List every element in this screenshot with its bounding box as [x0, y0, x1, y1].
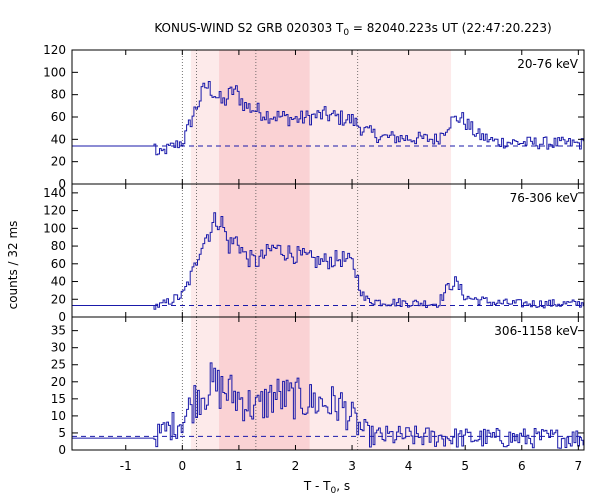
y-tick-label: 30 [51, 341, 66, 355]
series-line [72, 362, 584, 449]
series-line [72, 212, 584, 310]
y-tick-label: 20 [51, 292, 66, 306]
y-tick-label: 35 [51, 324, 66, 338]
y-tick-label: 25 [51, 358, 66, 372]
y-tick-label: 100 [43, 65, 66, 79]
shaded-region-dark [219, 184, 310, 317]
y-tick-label: 0 [58, 310, 66, 324]
y-tick-label: 40 [51, 132, 66, 146]
shaded-region-dark [219, 317, 310, 450]
y-tick-label: 80 [51, 239, 66, 253]
y-tick-label: 10 [51, 409, 66, 423]
y-tick-label: 60 [51, 110, 66, 124]
x-tick-label: 2 [292, 459, 300, 473]
x-tick-label: 4 [405, 459, 413, 473]
x-tick-label: 6 [518, 459, 526, 473]
y-tick-label: 100 [43, 221, 66, 235]
chart-title: KONUS-WIND S2 GRB 020303 T0 = 82040.223s… [154, 21, 551, 38]
y-tick-label: 15 [51, 392, 66, 406]
energy-band-label: 20-76 keV [517, 57, 579, 71]
y-tick-label: 0 [58, 177, 66, 191]
y-tick-label: 80 [51, 88, 66, 102]
panel-1: 0 20 40 60 80 100 120 20-76 keV [43, 43, 585, 191]
y-tick-label: 60 [51, 257, 66, 271]
y-tick-label: 20 [51, 375, 66, 389]
energy-band-label: 76-306 keV [510, 191, 579, 205]
x-axis-label: T - T0, s [303, 479, 350, 496]
y-tick-label: 0 [58, 443, 66, 457]
x-tick-label: 5 [461, 459, 469, 473]
y-tick-label: 140 [43, 186, 66, 200]
energy-band-label: 306-1158 keV [494, 324, 578, 338]
panel-frame [71, 316, 585, 451]
x-tick-label: -1 [120, 459, 132, 473]
series-line [72, 81, 584, 156]
x-tick-label: 3 [348, 459, 356, 473]
panel-2: 0 20 40 60 80 100 120 140 76-306 keV [43, 183, 585, 324]
x-tick-label: 7 [575, 459, 583, 473]
y-tick-label: 120 [43, 43, 66, 57]
y-axis-label: counts / 32 ms [6, 221, 20, 310]
panel-3: 0 5 10 15 20 25 30 35 306-1158 keV [51, 316, 585, 457]
y-tick-label: 20 [51, 155, 66, 169]
x-tick-label: 1 [235, 459, 243, 473]
y-tick-label: 5 [58, 426, 66, 440]
x-tick-label: 0 [179, 459, 187, 473]
y-tick-label: 40 [51, 275, 66, 289]
y-tick-label: 120 [43, 204, 66, 218]
